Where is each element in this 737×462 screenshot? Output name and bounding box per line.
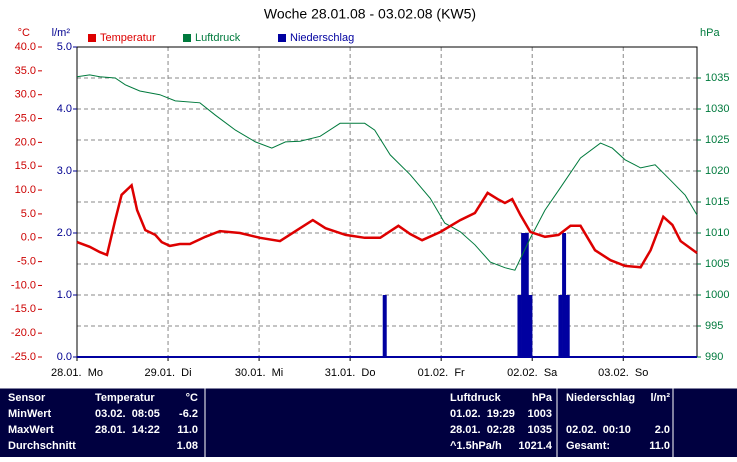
table-cell: -6.2 <box>179 408 198 420</box>
y3-tick-label: 2.0 <box>57 227 72 239</box>
table-cell: 11.0 <box>177 424 198 436</box>
line-series <box>76 74 698 271</box>
table-cell: MaxWert <box>8 424 54 436</box>
legend-swatch <box>88 34 96 42</box>
y2-tick-label: 1015 <box>705 196 729 208</box>
table-cell: 28.01. 14:22 <box>95 424 160 436</box>
legend-swatch <box>278 34 286 42</box>
y2-tick-label: 995 <box>705 320 723 332</box>
y3-tick-label: 0.0 <box>57 351 72 363</box>
y2-tick-label: 1030 <box>705 103 729 115</box>
table-cell: Temperatur <box>95 392 155 404</box>
table-cell: Luftdruck <box>450 392 502 404</box>
y-tick-label: -25.0 <box>11 351 36 363</box>
y3-axis-unit: l/m² <box>52 27 71 39</box>
table-background <box>0 388 737 457</box>
y-axis-unit: °C <box>18 27 30 39</box>
y-tick-label: 40.0 <box>15 41 36 53</box>
table-cell: hPa <box>532 392 553 404</box>
y-tick-label: 30.0 <box>15 89 36 101</box>
y-tick-label: 25.0 <box>15 112 36 124</box>
y3-tick-label: 1.0 <box>57 289 72 301</box>
y2-tick-label: 1025 <box>705 134 729 146</box>
table-cell: 1035 <box>528 424 552 436</box>
x-tick-label: 30.01. Mi <box>235 367 283 379</box>
table-cell: Gesamt: <box>566 440 610 452</box>
line-series <box>76 182 698 269</box>
legend-label: Luftdruck <box>195 32 241 44</box>
table-cell: 1003 <box>528 408 552 420</box>
table-cell: 11.0 <box>649 440 670 452</box>
table-cell: 1.08 <box>177 440 198 452</box>
y-tick-label: 5.0 <box>21 208 36 220</box>
table-cell: 1021.4 <box>518 440 553 452</box>
table-cell: 28.01. 02:28 <box>450 424 515 436</box>
y-tick-label: 35.0 <box>15 65 36 77</box>
bar <box>565 295 570 357</box>
table-cell: MinWert <box>8 408 52 420</box>
table-cell: 03.02. 08:05 <box>95 408 160 420</box>
y-tick-label: 15.0 <box>15 160 36 172</box>
legend-label: Temperatur <box>100 32 156 44</box>
chart-title: Woche 28.01.08 - 03.02.08 (KW5) <box>264 6 476 22</box>
y-tick-label: 0.0 <box>21 232 36 244</box>
y2-tick-label: 1000 <box>705 289 729 301</box>
bar <box>528 295 533 357</box>
x-tick-label: 29.01. Di <box>144 367 191 379</box>
bar <box>517 295 522 357</box>
y3-tick-label: 4.0 <box>57 103 72 115</box>
bar <box>562 233 567 357</box>
y-tick-label: -5.0 <box>17 256 36 268</box>
table-cell: ^1.5hPa/h <box>450 440 502 452</box>
table-cell: 2.0 <box>655 424 670 436</box>
table-cell: 02.02. 00:10 <box>566 424 631 436</box>
y2-tick-label: 1005 <box>705 258 729 270</box>
y-tick-label: -20.0 <box>11 327 36 339</box>
y3-tick-label: 3.0 <box>57 165 72 177</box>
table-cell: l/m² <box>650 392 670 404</box>
table-cell: Niederschlag <box>566 392 635 404</box>
y2-tick-label: 1035 <box>705 72 729 84</box>
y-tick-label: -10.0 <box>11 279 36 291</box>
legend-swatch <box>183 34 191 42</box>
y2-tick-label: 1020 <box>705 165 729 177</box>
table: Sensor Temperatur °C Luftdruck hPa Niederschl… <box>8 392 670 452</box>
x-tick-label: 31.01. Do <box>325 367 376 379</box>
bar <box>521 233 526 357</box>
bar <box>558 295 563 357</box>
x-tick-label: 01.02. Fr <box>418 367 465 379</box>
bar <box>524 233 529 357</box>
table-cell: °C <box>186 392 198 404</box>
table-cell: Sensor <box>8 392 46 404</box>
y2-tick-label: 990 <box>705 351 723 363</box>
y2-axis-unit: hPa <box>700 27 720 39</box>
table-cell: 01.02. 19:29 <box>450 408 515 420</box>
y-tick-label: -15.0 <box>11 303 36 315</box>
y-tick-label: 10.0 <box>15 184 36 196</box>
y2-tick-label: 1010 <box>705 227 729 239</box>
y-tick-label: 20.0 <box>15 136 36 148</box>
x-tick-label: 02.02. Sa <box>507 367 558 379</box>
x-tick-label: 03.02. So <box>598 367 648 379</box>
y3-tick-label: 5.0 <box>57 41 72 53</box>
table-cell: Durchschnitt <box>8 440 76 452</box>
bar <box>382 295 387 357</box>
legend-label: Niederschlag <box>290 32 354 44</box>
x-tick-label: 28.01. Mo <box>51 367 103 379</box>
